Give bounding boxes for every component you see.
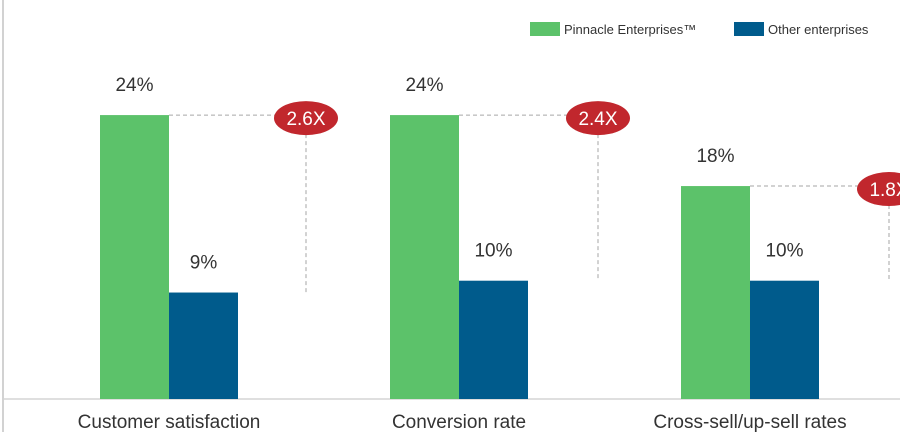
multiplier-badge-3: [857, 172, 900, 207]
category-label-3: Cross-sell/up-sell rates: [653, 412, 846, 432]
bar-other-2: [459, 280, 528, 399]
multiplier-label-2: 2.4X: [578, 109, 617, 130]
data-label-pinnacle-2: 24%: [405, 75, 443, 96]
bar-pinnacle-1: [100, 115, 169, 399]
bar-pinnacle-3: [681, 186, 750, 399]
bar-pinnacle-2: [390, 115, 459, 399]
bar-other-3: [750, 280, 819, 399]
data-label-other-1: 9%: [190, 253, 218, 274]
multiplier-label-3: 1.8X: [869, 180, 900, 201]
legend-swatch-pinnacle: [530, 22, 560, 36]
legend-swatch-other: [734, 22, 764, 36]
data-label-other-2: 10%: [474, 241, 512, 262]
legend-label-pinnacle: Pinnacle Enterprises™: [564, 22, 696, 37]
bar-other-1: [169, 292, 238, 399]
legend-label-other: Other enterprises: [768, 22, 869, 37]
data-label-pinnacle-1: 24%: [115, 75, 153, 96]
data-label-pinnacle-3: 18%: [696, 146, 734, 167]
category-label-1: Customer satisfaction: [78, 412, 261, 432]
data-label-other-3: 10%: [765, 241, 803, 262]
legend: Pinnacle Enterprises™ Other enterprises: [530, 22, 869, 37]
multiplier-label-1: 2.6X: [286, 109, 325, 130]
multiplier-badge-2: [566, 101, 630, 136]
multiplier-badge-1: [274, 101, 338, 136]
category-label-2: Conversion rate: [392, 412, 526, 432]
